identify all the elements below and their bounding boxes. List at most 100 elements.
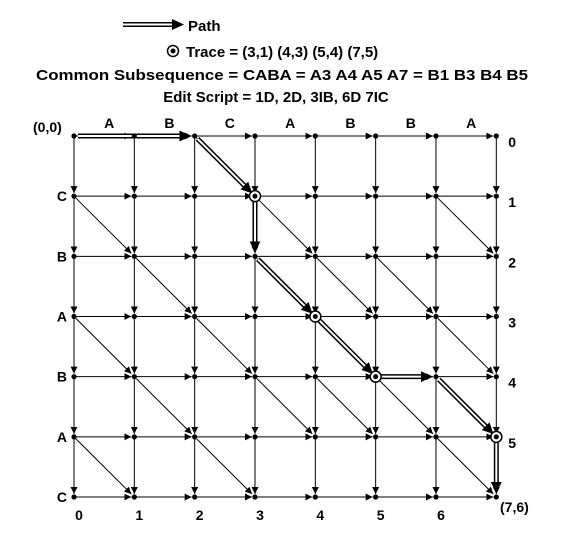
graph-node — [312, 133, 318, 139]
graph-node — [373, 313, 379, 320]
graph-node — [312, 193, 318, 199]
graph-node — [373, 434, 379, 440]
sequence-b-label: B — [57, 248, 67, 264]
trace-point — [309, 310, 322, 323]
graph-node — [71, 133, 77, 139]
sequence-a-label: A — [466, 115, 476, 131]
graph-node — [71, 494, 77, 500]
graph-node — [252, 434, 258, 440]
graph-node — [192, 133, 198, 139]
row-index: 1 — [508, 194, 516, 210]
column-index: 3 — [256, 507, 264, 523]
sequence-b-label: C — [57, 188, 67, 204]
graph-node — [493, 313, 499, 320]
graph-node — [192, 374, 198, 380]
path-segment — [195, 137, 253, 194]
diagonal-edge — [75, 197, 132, 254]
graph-node — [192, 434, 198, 440]
graph-node — [71, 313, 77, 320]
path-segment — [256, 257, 313, 314]
sequence-a-label: C — [225, 115, 235, 131]
diagonal-edge — [437, 438, 494, 495]
graph-node — [131, 494, 137, 500]
diagonal-edge — [377, 257, 434, 314]
graph-node — [252, 253, 258, 259]
sequence-a-label: B — [406, 115, 416, 131]
graph-node — [192, 313, 198, 320]
graph-node — [252, 374, 258, 380]
diagonal-edge — [196, 318, 253, 375]
graph-node — [493, 253, 499, 259]
graph-node — [312, 253, 318, 259]
trace-points — [248, 189, 503, 444]
diagonal-edge — [316, 378, 374, 435]
graph-node — [493, 374, 499, 380]
trace-point — [369, 370, 382, 383]
path-legend-arrow — [123, 19, 184, 30]
sequence-b-label: B — [57, 369, 67, 385]
sequence-a-label: A — [104, 115, 114, 131]
row-index: 4 — [508, 375, 516, 391]
end-label: (7,6) — [500, 499, 529, 515]
graph-node — [131, 313, 137, 320]
trace-point — [490, 430, 503, 444]
graph-node — [493, 494, 499, 500]
graph-node — [71, 434, 77, 440]
sequence-b-label: C — [57, 489, 67, 505]
diagonal-edge — [437, 197, 494, 254]
edit-script-label: Edit Script = 1D, 2D, 3IB, 6D 7IC — [163, 89, 389, 106]
diagonal-edge — [377, 378, 434, 435]
trace-legend-marker — [166, 44, 180, 58]
edit-graph-grid — [70, 132, 500, 501]
graph-node — [131, 434, 137, 440]
graph-node — [192, 193, 198, 199]
graph-node — [493, 133, 499, 139]
graph-node — [192, 494, 198, 500]
diagonal-edge — [316, 257, 374, 314]
row-index: 2 — [508, 254, 516, 270]
column-index: 2 — [196, 507, 204, 523]
column-index: 4 — [316, 507, 324, 523]
graph-node — [433, 494, 439, 500]
graph-node — [433, 133, 439, 139]
path-segment — [316, 317, 373, 374]
graph-node — [131, 133, 137, 139]
graph-node — [252, 313, 258, 320]
graph-node — [493, 193, 499, 199]
graph-node — [433, 434, 439, 440]
graph-node — [252, 494, 258, 500]
graph-node — [131, 253, 137, 259]
column-index: 6 — [437, 507, 445, 523]
graph-node — [312, 374, 318, 380]
trace-legend-label: Trace = (3,1) (4,3) (5,4) (7,5) — [186, 44, 378, 61]
sequence-b-label: A — [57, 429, 67, 445]
path-segment — [437, 377, 494, 434]
column-index: 1 — [135, 507, 143, 523]
graph-node — [373, 193, 379, 199]
row-index: 3 — [508, 315, 516, 331]
graph-node — [373, 494, 379, 500]
edit-graph-nodes — [71, 133, 499, 500]
graph-node — [312, 434, 318, 440]
diagonal-edge — [75, 318, 132, 375]
legend: Path Trace = (3,1) (4,3) (5,4) (7,5) Com… — [36, 18, 528, 106]
column-index: 0 — [75, 507, 83, 523]
graph-node — [373, 253, 379, 259]
graph-node — [71, 193, 77, 199]
diagonal-edge — [75, 438, 132, 495]
path-legend-label: Path — [188, 18, 221, 35]
sequence-a-label: B — [345, 115, 355, 131]
graph-node — [433, 374, 439, 380]
trace-point — [248, 189, 262, 203]
diagonal-edge — [437, 318, 494, 375]
sequence-a-label: B — [164, 115, 174, 131]
edit-path — [78, 130, 502, 493]
graph-node — [71, 253, 77, 259]
graph-node — [373, 133, 379, 139]
graph-node — [131, 193, 137, 199]
graph-node — [433, 193, 439, 199]
graph-node — [433, 253, 439, 259]
graph-node — [71, 374, 77, 380]
column-index: 5 — [377, 507, 385, 523]
diagonal-edge — [256, 197, 313, 254]
